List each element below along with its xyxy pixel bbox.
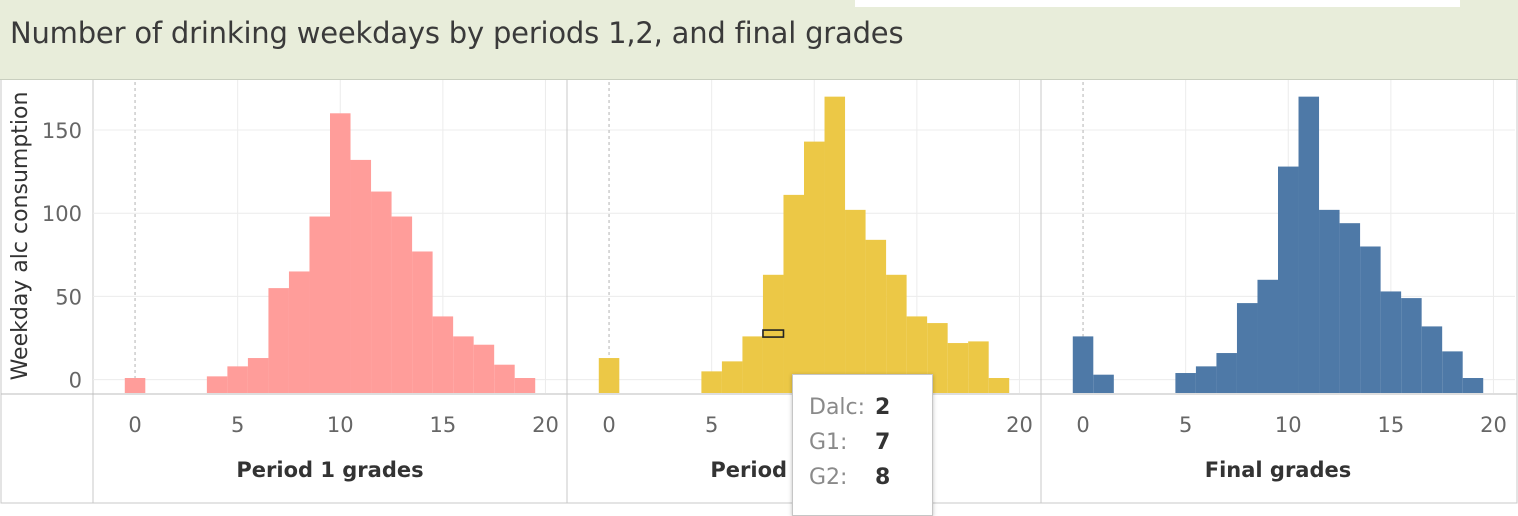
bar (762, 274, 784, 393)
bar (494, 364, 515, 393)
bar (1093, 374, 1114, 393)
tooltip-row-g1: G1: 7 (809, 430, 890, 455)
bar (124, 378, 146, 393)
bar (988, 378, 1010, 393)
bar (783, 194, 804, 393)
bar (1380, 291, 1402, 393)
bar (701, 371, 722, 393)
y-axis-label: Weekday alc consumption (8, 92, 33, 381)
tooltip-row-dalc: Dalc: 2 (809, 395, 890, 420)
bar (845, 209, 866, 393)
bar (1236, 303, 1258, 393)
bar (432, 316, 454, 393)
x-tick-label: 15 (1378, 413, 1405, 437)
bar (1421, 326, 1443, 393)
x-tick-label: 0 (1076, 413, 1089, 437)
y-tick-label: 150 (42, 119, 82, 143)
bar (1319, 209, 1340, 393)
tooltip-value: 2 (875, 395, 891, 420)
bar (206, 376, 228, 393)
y-tick-label: 50 (55, 285, 82, 309)
x-tick-label: 20 (532, 413, 559, 437)
bar (288, 271, 310, 393)
panel-axis-title: Period 1 grades (236, 458, 423, 482)
bar (1278, 166, 1299, 393)
bar (1175, 373, 1196, 393)
bar (598, 358, 620, 393)
bar (886, 274, 907, 393)
x-tick-label: 15 (430, 413, 457, 437)
bar (721, 361, 743, 393)
bar (371, 191, 392, 393)
bar (514, 378, 536, 393)
bar (309, 216, 330, 393)
x-tick-label: 5 (1179, 413, 1192, 437)
tooltip-key: Dalc: (809, 395, 866, 420)
x-tick-label: 10 (327, 413, 354, 437)
tooltip-row-g2: G2: 8 (809, 465, 890, 490)
y-tick-label: 0 (69, 369, 82, 393)
x-tick-label: 5 (705, 413, 718, 437)
bar (227, 366, 248, 393)
x-tick-label: 20 (1480, 413, 1507, 437)
bar (947, 343, 969, 393)
y-tick-label: 100 (42, 202, 82, 226)
tooltip: Dalc: 2 G1: 7 G2: 8 (792, 374, 933, 516)
panel-axis-title: Final grades (1205, 458, 1352, 482)
bar (473, 344, 495, 393)
bar (906, 316, 928, 393)
bar (1360, 246, 1381, 393)
highlight-mark (762, 329, 785, 338)
bar (1072, 336, 1094, 393)
x-tick-label: 0 (602, 413, 615, 437)
x-tick-label: 5 (231, 413, 244, 437)
bar (247, 358, 269, 393)
tooltip-value: 8 (875, 465, 891, 490)
tooltip-value: 7 (875, 430, 891, 455)
title-strip (855, 0, 1460, 7)
bar (968, 341, 989, 393)
tooltip-key: G1: (809, 430, 848, 455)
chart-title: Number of drinking weekdays by periods 1… (10, 16, 904, 50)
x-tick-label: 20 (1006, 413, 1033, 437)
x-tick-label: 0 (128, 413, 141, 437)
bar (330, 113, 351, 393)
bar (865, 239, 887, 393)
bar (1216, 353, 1237, 393)
bar (1401, 298, 1422, 393)
bar (804, 141, 825, 393)
bar (824, 96, 846, 394)
bar (350, 159, 372, 393)
bar (412, 251, 433, 393)
bar (453, 336, 474, 393)
bar (391, 216, 413, 393)
tooltip-key: G2: (809, 465, 848, 490)
bar (1462, 378, 1484, 393)
title-band: Number of drinking weekdays by periods 1… (0, 0, 1518, 80)
bar (1257, 279, 1278, 393)
x-tick-label: 10 (1275, 413, 1302, 437)
bar (1339, 223, 1361, 393)
bar (1298, 96, 1320, 394)
bar (1442, 351, 1463, 393)
bar (742, 336, 763, 393)
bar (1195, 366, 1217, 393)
bar (268, 288, 289, 393)
